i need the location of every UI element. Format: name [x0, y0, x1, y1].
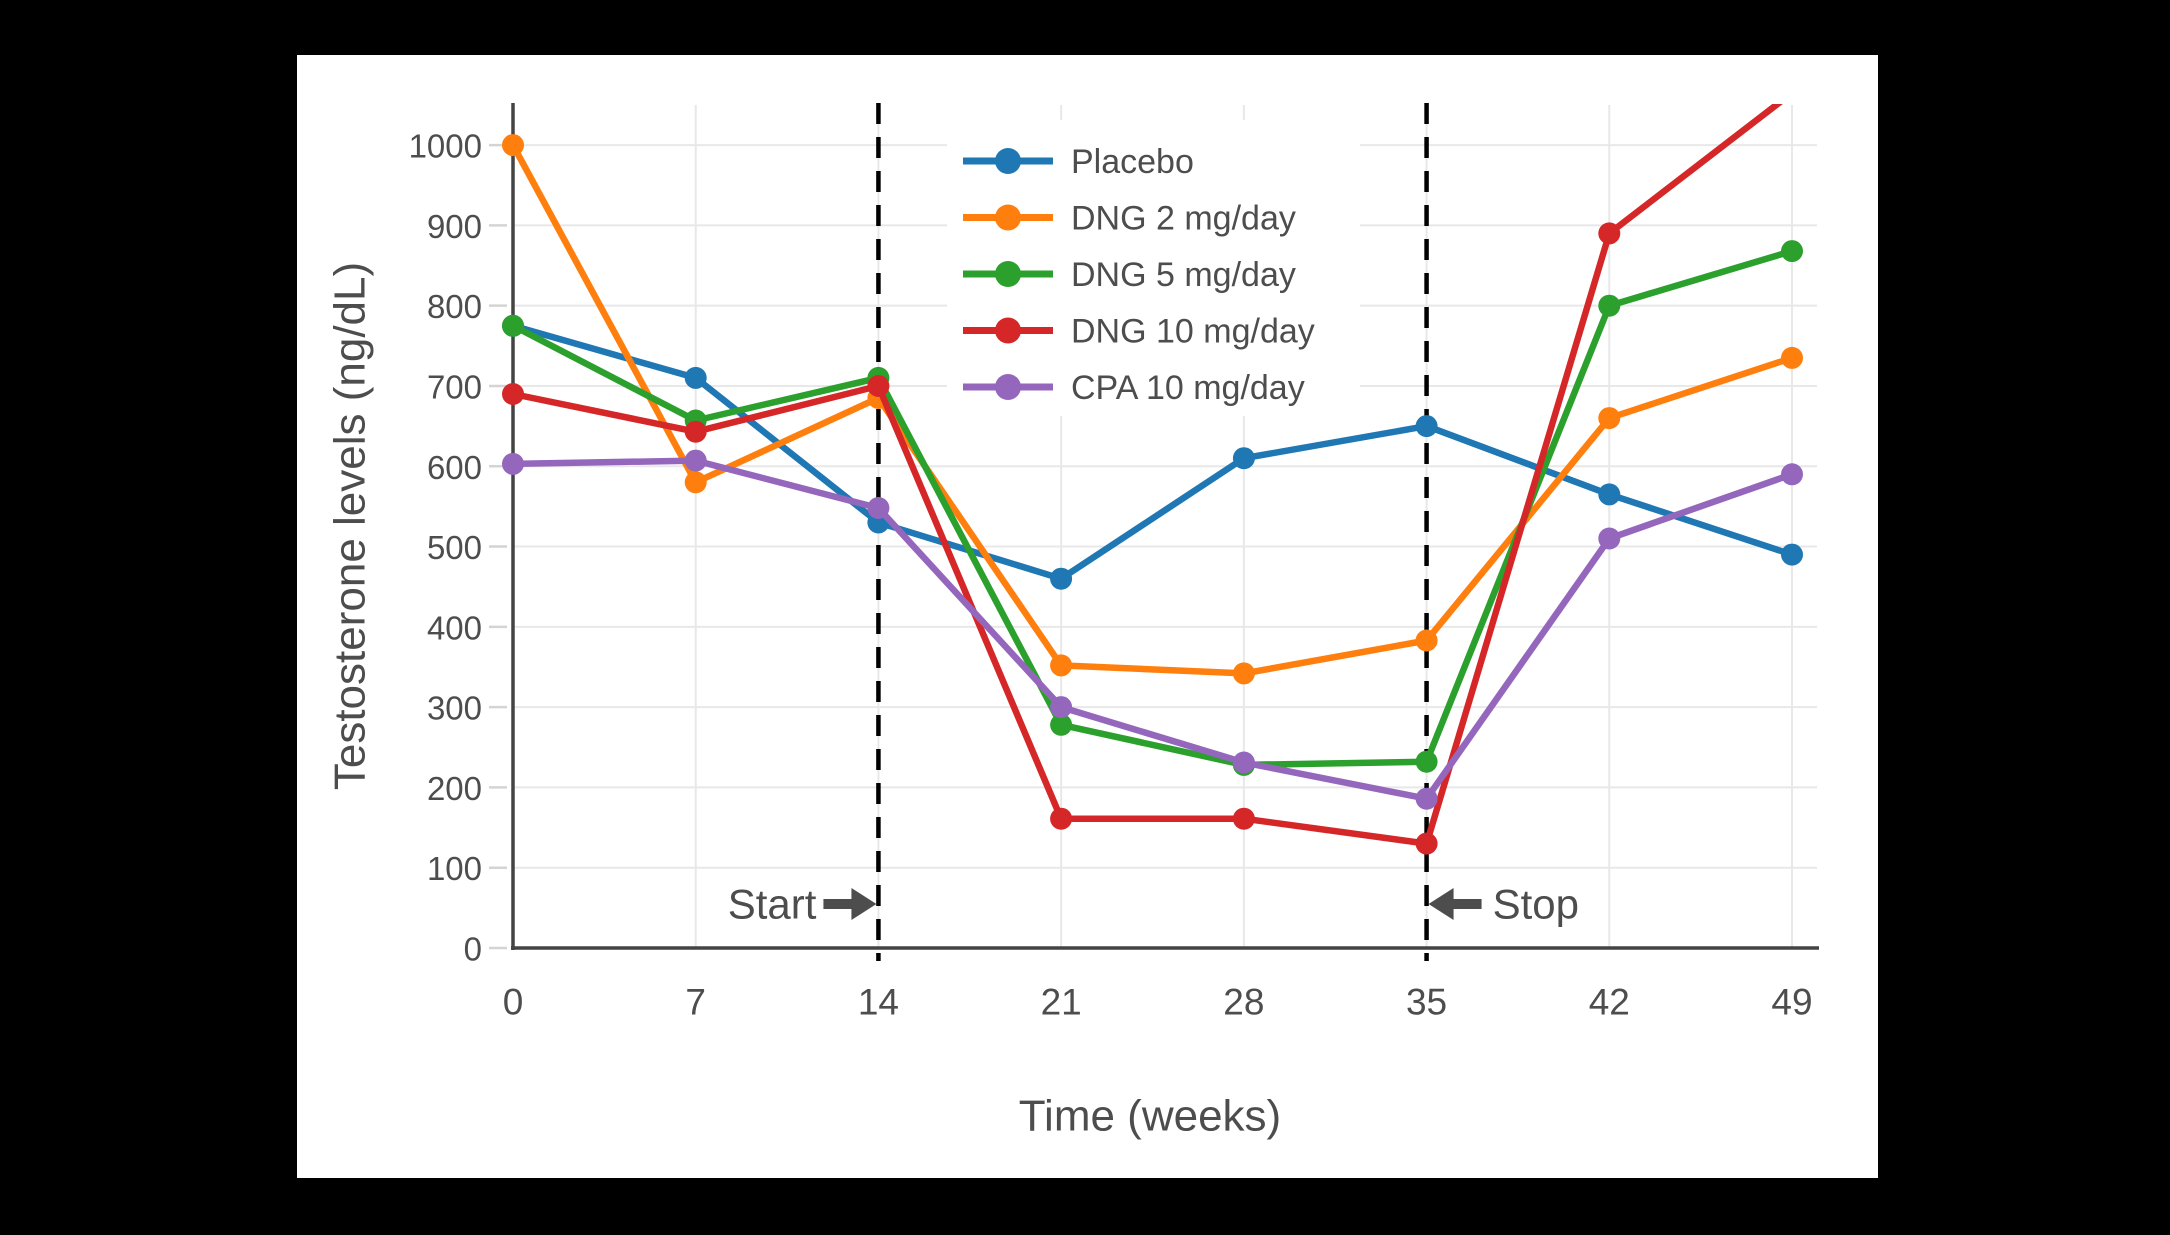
y-tick-label-500: 500 — [427, 529, 482, 566]
series-marker-dng-5-mg-day-week49 — [1781, 240, 1803, 263]
series-marker-dng-10-mg-day-week14 — [867, 375, 890, 397]
legend-swatch-dot-dng-10-mg-day — [995, 317, 1021, 344]
y-tick-label-100: 100 — [427, 850, 482, 887]
legend: Placebo DNG 2 mg/day DNG 5 mg/day DNG 10 mg… — [947, 120, 1360, 416]
x-tick-label-42: 42 — [1589, 982, 1630, 1023]
x-tick-label-7: 7 — [685, 982, 706, 1023]
series-marker-dng-5-mg-day-week35 — [1415, 750, 1438, 773]
series-marker-dng-5-mg-day-week0 — [502, 314, 524, 337]
series-marker-dng-2-mg-day-week49 — [1781, 346, 1803, 369]
x-tick-label-28: 28 — [1223, 982, 1264, 1023]
series-marker-dng-10-mg-day-week28 — [1232, 807, 1255, 830]
series-marker-dng-10-mg-day-week21 — [1050, 807, 1073, 830]
annotation-start-arrow-head — [851, 888, 877, 920]
legend-swatch-dot-placebo — [995, 148, 1021, 174]
legend-item-dng-2-mg-day[interactable]: DNG 2 mg/day — [963, 200, 1296, 238]
legend-swatch-dot-cpa-10-mg-day — [995, 374, 1021, 400]
series-marker-placebo-week49 — [1781, 543, 1803, 566]
y-tick-label-400: 400 — [427, 609, 482, 646]
legend-item-label-dng-2-mg-day: DNG 2 mg/day — [1071, 200, 1296, 238]
series-cpa-10-mg-day — [502, 449, 1803, 810]
series-marker-dng-5-mg-day-week42 — [1598, 294, 1621, 317]
legend-item-dng-5-mg-day[interactable]: DNG 5 mg/day — [963, 256, 1296, 294]
series-marker-placebo-week28 — [1232, 447, 1255, 470]
series-line-placebo — [509, 322, 1796, 582]
series-marker-cpa-10-mg-day-week0 — [502, 452, 524, 475]
series-marker-dng-2-mg-day-week28 — [1232, 662, 1255, 685]
series-line-dng-10-mg-day — [509, 104, 1783, 847]
y-tick-label-900: 900 — [427, 208, 482, 245]
series-marker-dng-2-mg-day-week42 — [1598, 407, 1621, 430]
legend-item-label-dng-5-mg-day: DNG 5 mg/day — [1071, 256, 1296, 294]
series-marker-placebo-week7 — [684, 366, 707, 389]
x-tick-label-14: 14 — [858, 982, 899, 1023]
y-axis-title: Testosterone levels (ng/dL) — [326, 262, 375, 790]
series-marker-dng-10-mg-day-week0 — [502, 383, 524, 405]
y-tick-label-800: 800 — [427, 288, 482, 325]
series-marker-cpa-10-mg-day-week49 — [1781, 463, 1803, 486]
annotation-stop-arrow-head — [1428, 888, 1454, 920]
annotation-stop-label: Stop — [1493, 881, 1579, 928]
series-marker-cpa-10-mg-day-week14 — [867, 497, 890, 519]
series-marker-dng-2-mg-day-week35 — [1415, 629, 1438, 652]
legend-swatch-dot-dng-2-mg-day — [995, 204, 1021, 231]
x-tick-label-21: 21 — [1041, 982, 1082, 1023]
series-marker-dng-5-mg-day-week21 — [1050, 713, 1073, 736]
y-tick-label-1000: 1000 — [409, 128, 482, 165]
annotations: Start Stop — [728, 881, 1579, 928]
y-tick-label-600: 600 — [427, 449, 482, 486]
legend-item-label-placebo: Placebo — [1071, 143, 1194, 181]
series-marker-dng-2-mg-day-week0 — [502, 134, 524, 157]
series-marker-cpa-10-mg-day-week42 — [1598, 527, 1621, 550]
y-tick-label-700: 700 — [427, 368, 482, 405]
series-marker-dng-10-mg-day-week35 — [1415, 832, 1438, 855]
series-marker-cpa-10-mg-day-week35 — [1415, 787, 1438, 810]
series-marker-dng-2-mg-day-week7 — [684, 471, 707, 494]
series-marker-dng-10-mg-day-week42 — [1598, 222, 1621, 245]
annotation-stop: Stop — [1428, 881, 1579, 928]
series-marker-dng-10-mg-day-week7 — [684, 420, 707, 443]
y-tick-label-300: 300 — [427, 690, 482, 727]
x-tick-label-35: 35 — [1406, 982, 1447, 1023]
series-dng-10-mg-day — [502, 104, 1783, 855]
series-line-dng-5-mg-day — [509, 247, 1796, 769]
legend-item-label-cpa-10-mg-day: CPA 10 mg/day — [1071, 369, 1305, 407]
legend-item-dng-10-mg-day[interactable]: DNG 10 mg/day — [963, 313, 1315, 351]
annotation-start: Start — [728, 881, 877, 928]
x-tick-label-0: 0 — [503, 982, 524, 1023]
series-marker-cpa-10-mg-day-week21 — [1050, 696, 1073, 719]
y-tick-label-200: 200 — [427, 770, 482, 807]
annotation-start-label: Start — [728, 881, 817, 928]
series-marker-placebo-week21 — [1050, 567, 1073, 590]
legend-item-cpa-10-mg-day[interactable]: CPA 10 mg/day — [963, 369, 1305, 407]
x-tick-labels: 0 7 14 21 28 35 42 49 — [503, 982, 1813, 1023]
y-tick-label-0: 0 — [464, 931, 482, 968]
series-line-cpa-10-mg-day — [509, 457, 1796, 802]
series-marker-placebo-week35 — [1415, 415, 1438, 438]
y-tick-labels: 0 100 200 300 400 500 600 700 800 900 1000 — [409, 128, 482, 968]
x-axis-title: Time (weeks) — [1019, 1092, 1281, 1141]
legend-item-label-dng-10-mg-day: DNG 10 mg/day — [1071, 313, 1315, 351]
series-marker-placebo-week42 — [1598, 483, 1621, 506]
legend-swatch-dot-dng-5-mg-day — [995, 261, 1021, 287]
series-marker-dng-2-mg-day-week21 — [1050, 654, 1073, 677]
series-marker-cpa-10-mg-day-week28 — [1232, 751, 1255, 774]
y-axis-ticks — [489, 143, 507, 950]
legend-item-placebo[interactable]: Placebo — [963, 143, 1194, 181]
series-marker-cpa-10-mg-day-week7 — [684, 449, 707, 472]
x-tick-label-49: 49 — [1771, 982, 1812, 1023]
data-series — [502, 104, 1803, 855]
